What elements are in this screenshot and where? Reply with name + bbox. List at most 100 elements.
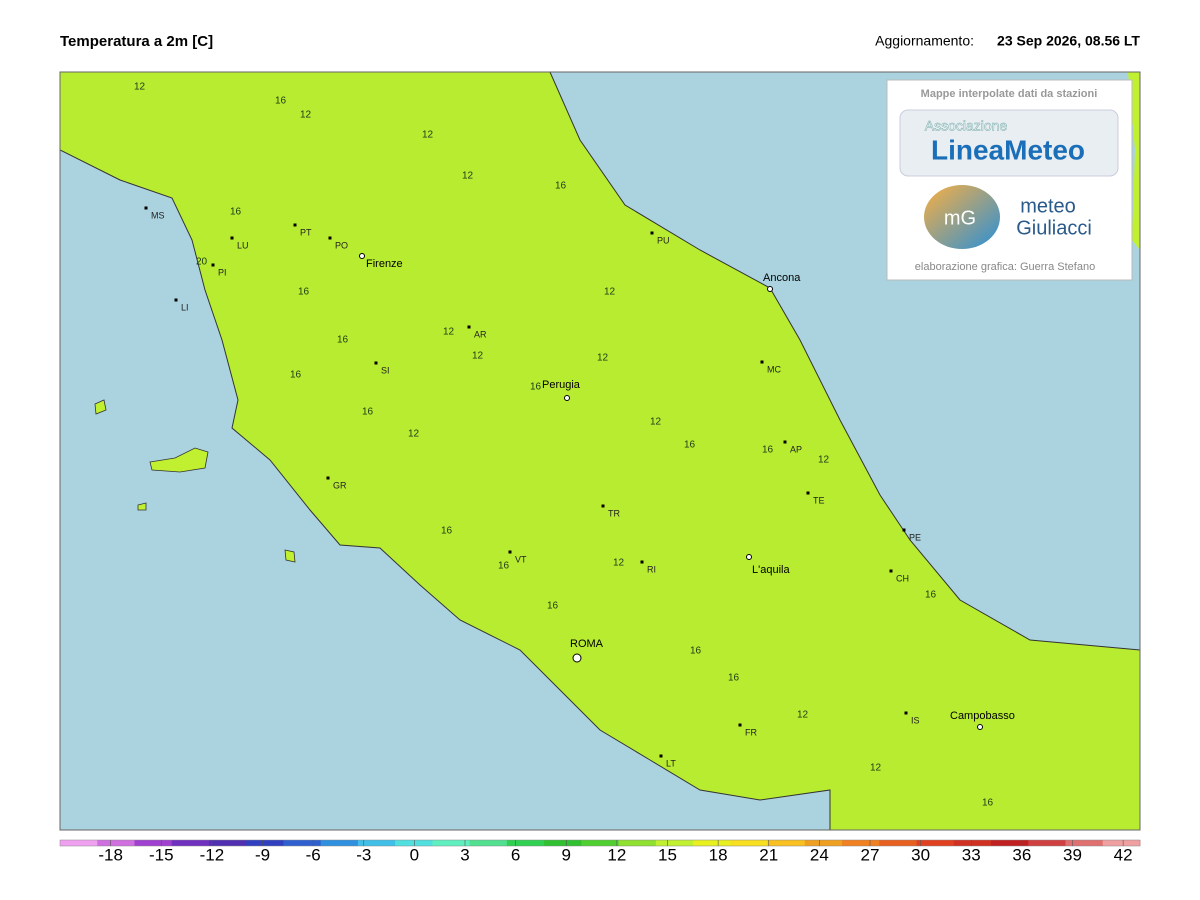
colorbar-segment — [208, 840, 247, 846]
province-label: PO — [335, 240, 348, 250]
colorbar-tick-label: 42 — [1114, 845, 1133, 864]
province-label: PT — [300, 227, 312, 237]
isotherm-label: 16 — [498, 561, 510, 572]
island — [284, 549, 296, 563]
colorbar-tick-label: 15 — [658, 845, 677, 864]
province-marker — [601, 504, 605, 508]
logo-cloud — [924, 185, 1000, 249]
isotherm-label: 16 — [230, 207, 242, 218]
city-label: Perugia — [542, 379, 581, 391]
colorbar-segment — [60, 840, 98, 846]
province-marker — [144, 206, 148, 210]
colorbar-tick-label: 33 — [962, 845, 981, 864]
city-dot — [767, 286, 773, 292]
island — [137, 502, 147, 511]
logo-badge — [899, 109, 1119, 177]
province-marker — [904, 711, 908, 715]
colorbar-tick-label: 9 — [562, 845, 571, 864]
province-marker — [806, 491, 810, 495]
province-marker — [902, 528, 906, 532]
city-label: ROMA — [570, 638, 604, 650]
isotherm-label: 16 — [298, 287, 310, 298]
city-label: Campobasso — [950, 710, 1015, 722]
isotherm-label: 16 — [690, 646, 702, 657]
isotherm-label: 12 — [818, 455, 830, 466]
colorbar-segment — [246, 840, 284, 846]
isotherm-label: 12 — [134, 82, 146, 93]
colorbar-segment — [1028, 840, 1067, 846]
colorbar-segment — [618, 840, 657, 846]
isotherm-label: 12 — [472, 351, 484, 362]
city-dot — [977, 724, 983, 730]
isotherm-label: 12 — [408, 429, 420, 440]
province-marker — [889, 569, 893, 573]
province-marker — [659, 754, 663, 758]
colorbar-segment — [506, 840, 545, 846]
colorbar: -18 -15 -12 -9 -6 -3 0 3 6 9 12 15 18 21 24 27 30 33 36 39 4… — [59, 839, 1141, 864]
province-label: LT — [666, 758, 676, 768]
colorbar-tick-label: -3 — [356, 845, 371, 864]
colorbar-segment — [1065, 840, 1104, 846]
province-marker — [211, 263, 215, 267]
province-marker — [783, 440, 787, 444]
update-label: Aggiornamento: — [875, 33, 974, 49]
colorbar-segment — [842, 840, 880, 846]
colorbar-segment — [581, 840, 620, 846]
isotherm-label: 16 — [337, 335, 349, 346]
colorbar-tick-label: 18 — [709, 845, 728, 864]
colorbar-tick-label: 12 — [607, 845, 626, 864]
province-label: TE — [813, 495, 825, 505]
colorbar-segment — [283, 840, 322, 846]
province-marker — [738, 723, 742, 727]
isotherm-label: 12 — [797, 710, 809, 721]
isotherm-label: 16 — [555, 181, 567, 192]
colorbar-segment — [469, 840, 508, 846]
colorbar-segment — [171, 840, 210, 846]
map-labels: Ancona Firenze Perugia L'aquila ROMA Campobas… — [134, 82, 1015, 809]
map-title: Temperatura a 2m [C] — [60, 33, 213, 50]
colorbar-tick-label: -12 — [200, 845, 225, 864]
isotherm-label: 20 — [196, 257, 208, 268]
colorbar-tick-label: 27 — [861, 845, 880, 864]
province-label: PE — [909, 532, 921, 542]
colorbar-border — [59, 839, 1141, 847]
colorbar-segment — [134, 840, 173, 846]
isotherm-label: 16 — [547, 601, 559, 612]
province-marker — [230, 236, 234, 240]
province-label: AP — [790, 444, 802, 454]
colorbar-tick-label: 39 — [1063, 845, 1082, 864]
province-label: GR — [333, 480, 347, 490]
update-time: 23 Sep 2026, 08.56 LT — [997, 33, 1140, 49]
province-marker — [760, 360, 764, 364]
province-label: FR — [745, 727, 757, 737]
province-marker — [467, 325, 471, 329]
province-label: MS — [151, 210, 165, 220]
logo-giuliacci: Giuliacci — [1016, 217, 1092, 239]
colorbar-segment — [395, 840, 433, 846]
logo-brand: LineaMeteo — [931, 134, 1085, 165]
colorbar-segment — [767, 840, 806, 846]
colorbar-segment — [693, 840, 731, 846]
logo-caption: Mappe interpolate dati da stazioni — [921, 88, 1098, 100]
colorbar-segment — [991, 840, 1029, 846]
isotherm-label: 16 — [925, 590, 937, 601]
city-label: Ancona — [763, 272, 801, 284]
isotherm-label: 16 — [530, 382, 542, 393]
province-label: TR — [608, 508, 620, 518]
isotherm-label: 16 — [275, 96, 287, 107]
colorbar-tick-label: -15 — [149, 845, 174, 864]
colorbar-segment — [953, 840, 992, 846]
province-label: RI — [647, 564, 656, 574]
colorbar-tick-label: 3 — [460, 845, 469, 864]
isotherm-label: 12 — [650, 417, 662, 428]
province-label: CH — [896, 573, 909, 583]
colorbar-tick-label: -9 — [255, 845, 270, 864]
isotherm-label: 16 — [728, 673, 740, 684]
province-label: IS — [911, 715, 920, 725]
province-label: AR — [474, 329, 487, 339]
logo-mg: mG — [944, 207, 976, 229]
isotherm-label: 12 — [300, 110, 312, 121]
province-marker — [326, 476, 330, 480]
